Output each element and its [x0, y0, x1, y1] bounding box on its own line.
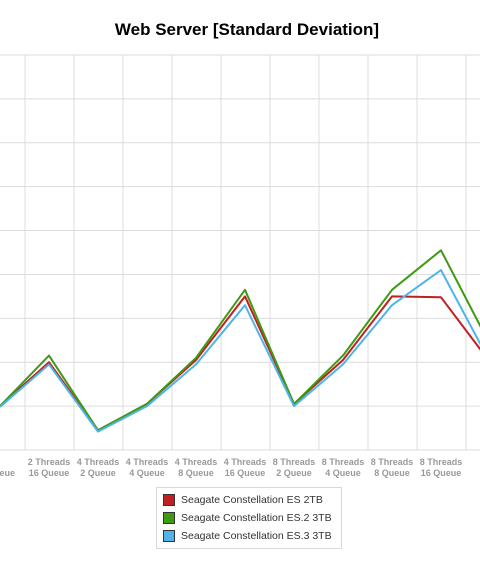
legend-swatch-es2-3tb: [163, 512, 175, 524]
x-tick-label: 4 Threads 2 Queue: [77, 457, 120, 478]
chart-title: Web Server [Standard Deviation]: [115, 20, 379, 39]
chart-legend: Seagate Constellation ES 2TB Seagate Con…: [156, 487, 342, 549]
series-line: [0, 295, 480, 432]
legend-item[interactable]: Seagate Constellation ES.2 3TB: [163, 511, 332, 525]
legend-item[interactable]: Seagate Constellation ES.3 3TB: [163, 529, 332, 543]
x-tick-label: 8 Threads 8 Queue: [371, 457, 414, 478]
x-tick-label: ueue: [0, 468, 15, 478]
x-tick-label: 4 Threads 8 Queue: [175, 457, 218, 478]
x-tick-label: 2 Threads 16 Queue: [28, 457, 71, 478]
legend-label: Seagate Constellation ES.3 3TB: [181, 530, 332, 542]
legend-swatch-es-2tb: [163, 494, 175, 506]
series-line: [0, 269, 480, 433]
x-tick-label: 8 Threads 16 Queue: [420, 457, 463, 478]
legend-swatch-es3-3tb: [163, 530, 175, 542]
chart-series: [0, 249, 480, 433]
x-tick-label: 4 Threads 4 Queue: [126, 457, 169, 478]
series-line: [0, 249, 480, 432]
legend-label: Seagate Constellation ES.2 3TB: [181, 512, 332, 524]
x-tick-label: 8 Threads 2 Queue: [273, 457, 316, 478]
legend-label: Seagate Constellation ES 2TB: [181, 494, 323, 506]
legend-item[interactable]: Seagate Constellation ES 2TB: [163, 493, 323, 507]
x-tick-label: 8 Threads 4 Queue: [322, 457, 365, 478]
x-tick-label: 4 Threads 16 Queue: [224, 457, 267, 478]
